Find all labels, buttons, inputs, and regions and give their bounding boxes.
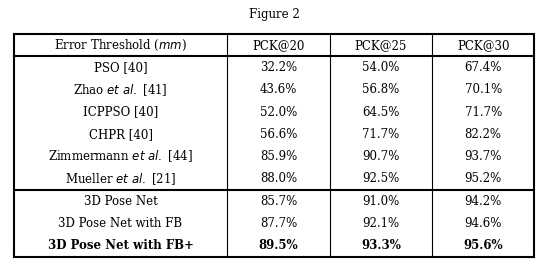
Text: 64.5%: 64.5% (362, 106, 399, 118)
Text: 56.8%: 56.8% (362, 83, 399, 96)
Text: 91.0%: 91.0% (362, 195, 399, 208)
Text: 94.6%: 94.6% (465, 217, 502, 230)
Text: 88.0%: 88.0% (260, 172, 297, 185)
Text: 94.2%: 94.2% (465, 195, 502, 208)
Text: 54.0%: 54.0% (362, 61, 399, 74)
Text: 95.6%: 95.6% (464, 239, 503, 252)
Text: PCK@25: PCK@25 (355, 39, 407, 52)
Text: Mueller $\mathit{et\ al.}$ [21]: Mueller $\mathit{et\ al.}$ [21] (65, 171, 176, 187)
Text: 90.7%: 90.7% (362, 150, 399, 163)
Text: 87.7%: 87.7% (260, 217, 297, 230)
Text: PCK@20: PCK@20 (253, 39, 305, 52)
Text: 93.3%: 93.3% (361, 239, 401, 252)
Text: 71.7%: 71.7% (362, 128, 399, 141)
Text: Zhao $\mathit{et\ al.}$ [41]: Zhao $\mathit{et\ al.}$ [41] (73, 82, 168, 98)
Text: PCK@30: PCK@30 (457, 39, 510, 52)
Text: 32.2%: 32.2% (260, 61, 297, 74)
Text: 3D Pose Net with FB: 3D Pose Net with FB (59, 217, 182, 230)
Text: 92.1%: 92.1% (362, 217, 399, 230)
Text: 67.4%: 67.4% (465, 61, 502, 74)
Text: 3D Pose Net: 3D Pose Net (84, 195, 157, 208)
Text: 92.5%: 92.5% (362, 172, 399, 185)
Text: 95.2%: 95.2% (465, 172, 502, 185)
Text: PSO [40]: PSO [40] (94, 61, 147, 74)
Text: 3D Pose Net with FB+: 3D Pose Net with FB+ (48, 239, 193, 252)
Text: Zimmermann $\mathit{et\ al.}$ [44]: Zimmermann $\mathit{et\ al.}$ [44] (48, 149, 193, 165)
Text: 56.6%: 56.6% (260, 128, 297, 141)
Text: 85.7%: 85.7% (260, 195, 297, 208)
Text: 93.7%: 93.7% (465, 150, 502, 163)
Bar (14, 34, 534, 257)
Text: CHPR [40]: CHPR [40] (89, 128, 152, 141)
Text: 85.9%: 85.9% (260, 150, 297, 163)
Text: 43.6%: 43.6% (260, 83, 297, 96)
Text: ICPPSO [40]: ICPPSO [40] (83, 106, 158, 118)
Text: Error Threshold ($\mathit{mm}$): Error Threshold ($\mathit{mm}$) (54, 38, 187, 53)
Text: 89.5%: 89.5% (259, 239, 298, 252)
Text: 70.1%: 70.1% (465, 83, 502, 96)
Text: 52.0%: 52.0% (260, 106, 297, 118)
Text: 82.2%: 82.2% (465, 128, 501, 141)
Text: 71.7%: 71.7% (465, 106, 502, 118)
Text: Figure 2: Figure 2 (249, 8, 299, 21)
